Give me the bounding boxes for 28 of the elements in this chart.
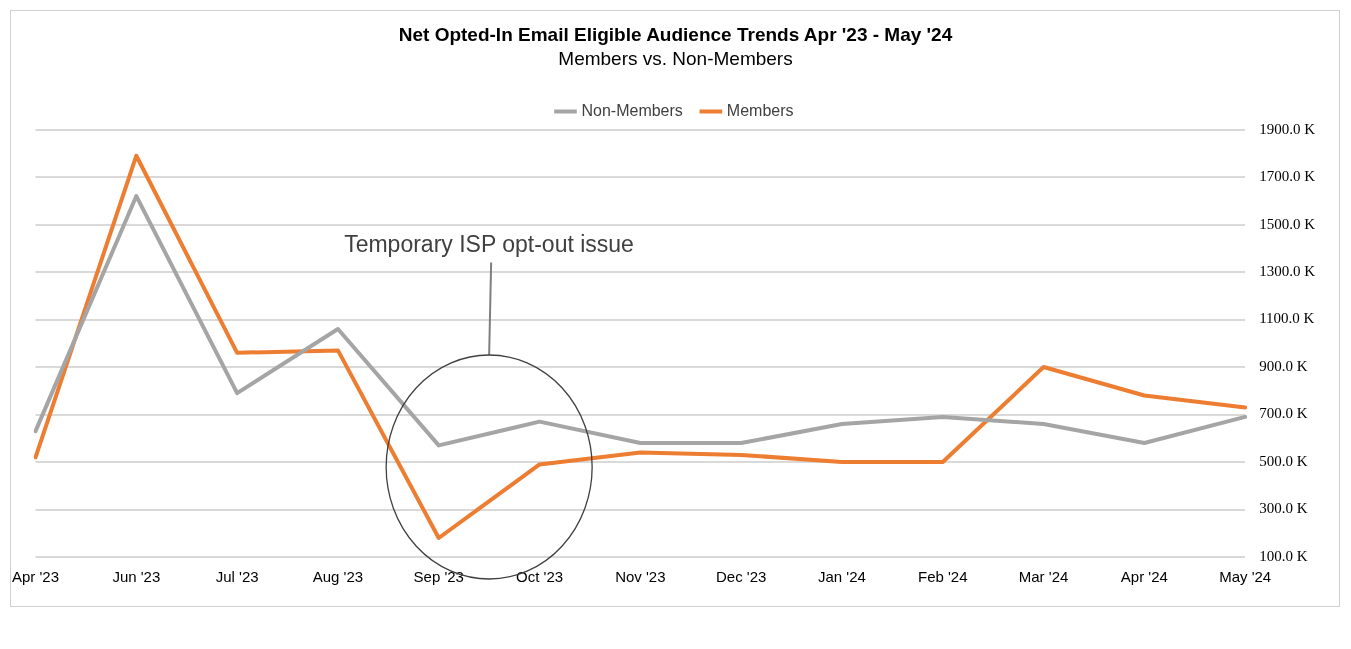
y-tick-label: 900.0 K [1259,357,1308,374]
y-tick-label: 500.0 K [1259,452,1308,469]
y-tick-label: 700.0 K [1259,405,1308,422]
x-tick-label: Apr '23 [12,568,60,586]
annotation: Temporary ISP opt-out issue [344,231,634,259]
x-tick-label: Jul '23 [215,568,259,586]
y-tick-label: 1900.0 K [1259,120,1316,137]
x-tick-label: Dec '23 [715,568,767,586]
x-tick-label: Feb '24 [917,568,968,586]
x-tick-label: Jun '23 [112,568,161,586]
legend-label: Non-Members [581,102,683,120]
y-tick-label: 1500.0 K [1259,215,1316,232]
legend-label: Members [726,102,794,120]
y-tick-label: 1100.0 K [1259,310,1315,327]
x-tick-label: May '24 [1219,568,1272,586]
x-tick-label: Jan '24 [818,568,866,586]
y-tick-label: 1300.0 K [1259,263,1316,279]
chart-subtitle: Members vs. Non-Members [558,48,793,70]
x-tick-label: Apr '24 [1120,568,1168,586]
x-tick-label: Mar '24 [1018,568,1069,586]
chart-title: Net Opted-In Email Eligible Audience Trends Apr '23 - May '24 [398,23,953,45]
y-tick-label: 100.0 K [1259,547,1308,564]
x-tick-label: Oct '23 [516,568,564,586]
y-tick-label: 300.0 K [1259,500,1308,517]
x-tick-label: Nov '23 [615,568,666,586]
y-tick-label: 1700.0 K [1259,168,1316,185]
x-tick-label: Sep '23 [413,568,464,586]
x-tick-label: Aug '23 [312,568,364,586]
